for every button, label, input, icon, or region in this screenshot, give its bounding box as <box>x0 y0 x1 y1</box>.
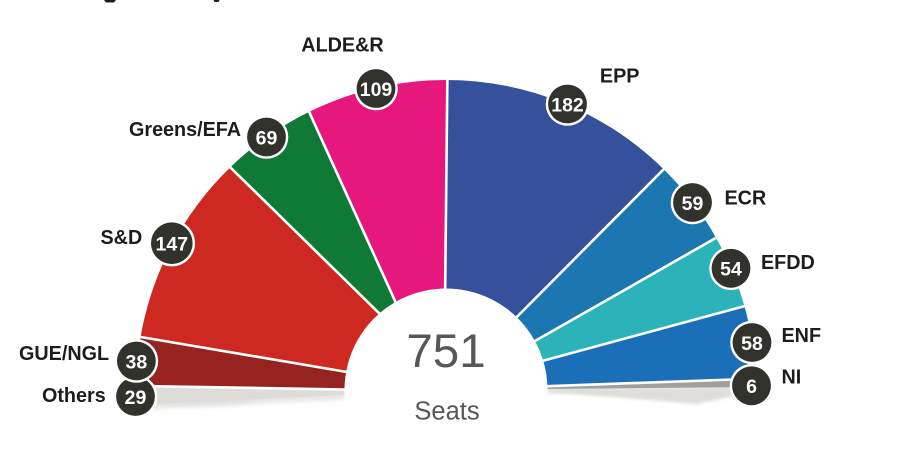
svg-text:Greens/EFA: Greens/EFA <box>129 119 241 141</box>
svg-text:147: 147 <box>156 234 189 256</box>
svg-text:59: 59 <box>682 193 704 215</box>
svg-text:EPP: EPP <box>600 65 640 87</box>
svg-text:69: 69 <box>256 127 278 149</box>
svg-text:S&D: S&D <box>101 227 143 249</box>
svg-text:29: 29 <box>125 387 147 409</box>
svg-text:ENF: ENF <box>781 324 821 346</box>
svg-text:ALDE&R: ALDE&R <box>301 34 384 56</box>
svg-text:58: 58 <box>741 333 763 355</box>
svg-text:ECR: ECR <box>725 187 767 209</box>
svg-text:Others: Others <box>42 384 106 406</box>
svg-text:38: 38 <box>126 351 148 373</box>
svg-text:NI: NI <box>781 366 801 388</box>
svg-text:Seats: Seats <box>414 398 479 426</box>
svg-text:182: 182 <box>551 94 584 116</box>
svg-text:109: 109 <box>360 79 393 101</box>
svg-text:751: 751 <box>406 325 485 378</box>
svg-text:EFDD: EFDD <box>761 251 815 273</box>
svg-text:GUE/NGL: GUE/NGL <box>19 343 109 365</box>
svg-text:54: 54 <box>720 259 742 281</box>
svg-text:6: 6 <box>746 376 757 398</box>
